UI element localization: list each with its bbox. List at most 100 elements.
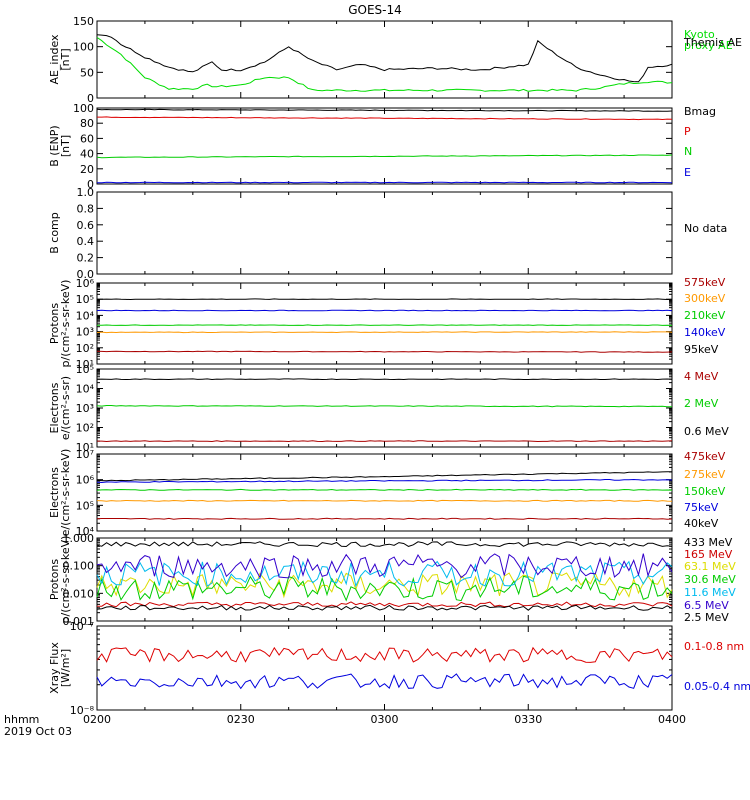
series-line-275kev (96, 499, 673, 502)
y-tick-label: 0.010 (63, 587, 95, 600)
y-tick-label: 100 (73, 102, 94, 115)
series-label: Themis AE (683, 36, 742, 49)
date-label: 2019 Oct 03 (4, 725, 72, 738)
series-label: Kyoto (684, 28, 715, 41)
panel-frame (96, 20, 673, 99)
y-axis-label: Xray Flux (48, 642, 61, 694)
series-label: 11.6 MeV (684, 586, 736, 599)
y-axis-label: [W/m²] (59, 649, 72, 687)
x-tick-label: 0400 (658, 713, 686, 726)
y-tick-label: 0.2 (77, 252, 95, 265)
series-line-575kev (96, 350, 673, 353)
series-line-150kev (96, 488, 673, 491)
y-tick-label: 10⁴ (76, 383, 95, 396)
series-line-p (97, 116, 673, 121)
y-tick-label: 10⁵ (76, 499, 94, 512)
series-label: 210keV (684, 309, 726, 322)
series-label: 63.1 MeV (684, 560, 736, 573)
y-tick-label: 10² (76, 342, 94, 355)
y-tick-label: 60 (80, 132, 94, 145)
y-tick-label: 1.0 (77, 186, 95, 199)
series-line-75kev (96, 478, 673, 484)
y-tick-label: 50 (80, 66, 94, 79)
x-tick-label: 0330 (514, 713, 542, 726)
panel-xray: 10⁻⁸ 10⁻⁷ Xray Flux[W/m²] 0.1-0.8 nm 0.05-0.… (48, 620, 750, 717)
y-axis-label: e/(cm²-s-sr) (59, 376, 72, 440)
panel-protons_low: 10¹ 10² 10³ 10⁴ 10⁵ 10⁶ Protonsp/(cm²-s-sr-keV… (48, 276, 726, 371)
series-label: 4 MeV (684, 370, 719, 383)
series-label: 2.5 MeV (684, 611, 729, 624)
series-label: P (684, 125, 691, 138)
series-label: 0.05-0.4 nm (684, 680, 750, 693)
y-axis-label: p/(cm²-s-sr-keV) (59, 280, 72, 368)
series-label: 150keV (684, 485, 726, 498)
series-label: 30.6 MeV (684, 573, 736, 586)
y-axis-label: Electrons (48, 467, 61, 518)
series-line-2-5-mev (96, 604, 673, 611)
y-tick-label: 10² (76, 422, 94, 435)
x-tick-label: 0230 (227, 713, 255, 726)
y-tick-label: 10⁶ (76, 474, 95, 487)
series-line-63-1-mev (96, 572, 673, 599)
series-label: 165 MeV (684, 548, 733, 561)
series-label: 140keV (684, 326, 726, 339)
y-tick-label: 150 (73, 15, 94, 28)
series-label: N (684, 145, 692, 158)
panel-protons_high: 0.001 0.010 0.100 1.000 Protonsp/(cm²-s-sr-k… (48, 532, 736, 628)
no-data-note: No data (684, 222, 727, 235)
y-axis-label: p/(cm²-s-sr-keV) (59, 536, 72, 624)
series-label: 95keV (684, 343, 719, 356)
series-label: 2 MeV (684, 397, 719, 410)
series-line-165-mev (96, 601, 673, 608)
series-label: 475keV (684, 450, 726, 463)
y-tick-label: 100 (73, 41, 94, 54)
series-label: 0.1-0.8 nm (684, 640, 744, 653)
y-tick-label: 80 (80, 117, 94, 130)
y-axis-label: [nT] (59, 135, 72, 157)
series-label: 433 MeV (684, 536, 733, 549)
y-tick-label: 0.001 (63, 615, 95, 628)
series-label: 575keV (684, 276, 726, 289)
panel-benp: 0 20 40 60 80 100 B (ENP)[nT] Bmag PNE (48, 102, 716, 191)
y-tick-label: 10⁴ (76, 309, 95, 322)
series-line-kyoto-proxy-ae (96, 36, 673, 92)
y-axis-label: e/(cm²-s-sr-keV) (59, 449, 72, 537)
y-tick-label: 0.100 (63, 560, 95, 573)
series-line-40kev (96, 471, 673, 482)
panel-bcomp: 0.0 0.2 0.4 0.6 0.8 1.0 B comp No data (48, 186, 727, 281)
y-tick-label: 1.000 (63, 532, 95, 545)
y-tick-label: 0.6 (77, 219, 95, 232)
series-line-210kev (97, 324, 673, 326)
series-line-bmag (96, 108, 673, 112)
x-tick-label: 0300 (371, 713, 399, 726)
y-tick-label: 10³ (76, 402, 94, 415)
series-label: 300keV (684, 292, 726, 305)
y-tick-label: 10⁶ (76, 277, 95, 290)
panel-frame (96, 191, 673, 275)
series-line-433-mev (96, 541, 673, 548)
series-label: 75keV (684, 501, 719, 514)
y-tick-label: 10⁵ (76, 363, 94, 376)
panel-frame (96, 625, 673, 711)
y-axis-label: Electrons (48, 382, 61, 433)
series-line-n (96, 154, 673, 159)
y-tick-label: 10⁵ (76, 293, 94, 306)
series-line-6-5-mev (96, 553, 673, 579)
series-label: E (684, 166, 691, 179)
series-line-11-6-mev (96, 560, 673, 588)
y-tick-label: 10³ (76, 326, 94, 339)
y-tick-label: 10¹ (76, 441, 94, 454)
y-axis-label: B (ENP) (48, 125, 61, 166)
series-line-475kev (96, 517, 673, 520)
series-line-themis-ae (96, 34, 673, 83)
series-line-30-6-mev (96, 575, 673, 602)
series-line-95kev (96, 298, 673, 301)
series-label: Bmag (684, 105, 716, 118)
series-line-300kev (96, 331, 673, 334)
y-tick-label: 0.0 (77, 268, 95, 281)
y-tick-label: 0 (87, 92, 94, 105)
x-tick-label: 0200 (83, 713, 111, 726)
